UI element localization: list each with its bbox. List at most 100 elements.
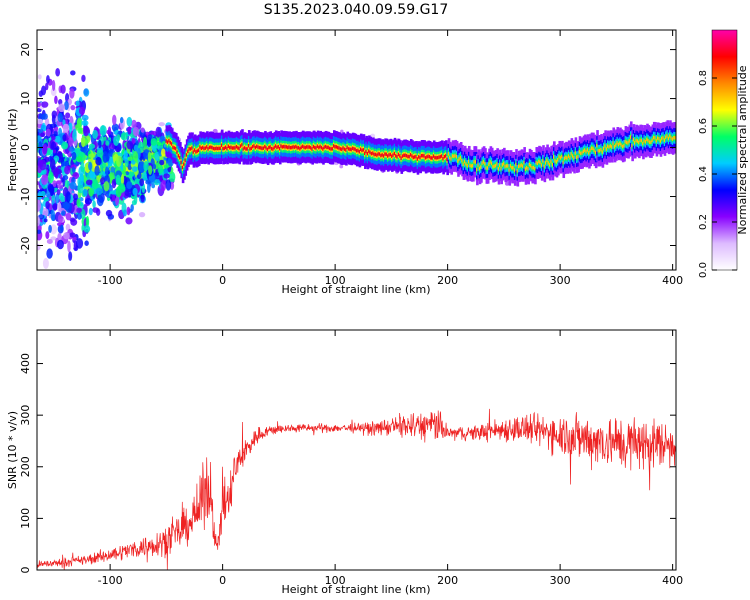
colorbar: 0.00.20.40.60.8 Normalized spectral ampl… <box>698 29 749 278</box>
spectrogram-cell <box>38 141 43 151</box>
spectrogram-cell <box>133 151 139 162</box>
spectrogram-cell <box>57 184 64 189</box>
spectrogram-cell <box>147 151 152 163</box>
spectrogram-cell <box>81 114 89 121</box>
spectrogram-cell <box>150 138 158 146</box>
spectrogram-cell <box>52 149 57 154</box>
spectrogram-cell <box>59 193 65 201</box>
spectrogram-cell <box>134 178 141 186</box>
spectrogram-cell <box>51 79 56 92</box>
snr-y-axis-label: SNR (10 * v/v) <box>6 411 19 489</box>
spectrogram-cell <box>142 136 147 149</box>
spectrogram-cell <box>88 207 93 216</box>
spectrogram-x-tick-label: 0 <box>219 274 226 287</box>
spectrogram-cell <box>138 211 146 218</box>
spectrogram-cell <box>120 173 125 185</box>
spectrogram-cell <box>41 101 49 108</box>
spectrogram-y-tick-label: -20 <box>19 237 32 255</box>
spectrogram-cell <box>69 232 76 238</box>
spectrogram-cell <box>112 194 116 202</box>
spectrogram-cell <box>83 88 90 97</box>
spectrogram-cell <box>119 117 124 124</box>
spectrogram-cell <box>120 132 128 141</box>
spectrogram-cell <box>65 223 71 231</box>
spectrogram-cell <box>37 229 42 235</box>
spectrogram-cell <box>54 95 58 105</box>
spectrogram-cell <box>68 122 73 134</box>
spectrogram-heat-layer <box>37 67 676 270</box>
spectrogram-cell <box>46 248 53 259</box>
spectrogram-cell <box>126 181 133 190</box>
spectrogram-cell <box>95 156 102 166</box>
spectrogram-cell <box>37 101 41 108</box>
spectrogram-cell <box>37 118 44 125</box>
spectrogram-cell <box>76 198 81 207</box>
spectrogram-cell <box>95 208 101 216</box>
spectrogram-cell <box>55 180 63 185</box>
spectrogram-cell <box>57 214 63 224</box>
spectrogram-cell <box>72 236 77 241</box>
spectrogram-cell <box>41 124 45 129</box>
spectrogram-cell <box>132 187 138 196</box>
spectrogram-cell <box>50 87 57 96</box>
spectrogram-cell <box>51 194 56 202</box>
spectrogram-cell <box>43 197 49 202</box>
spectrogram-cell <box>66 191 71 203</box>
spectrogram-cell <box>92 178 99 190</box>
spectrogram-cell <box>69 115 74 124</box>
spectrogram-cell <box>46 74 50 84</box>
spectrogram-cell <box>45 82 49 91</box>
spectrogram-cell <box>152 164 157 170</box>
spectrogram-cell <box>63 232 70 240</box>
spectrogram-cell <box>85 215 90 228</box>
spectrogram-cell <box>150 130 158 136</box>
spectrogram-cell <box>113 135 120 146</box>
spectrogram-cell <box>45 200 50 210</box>
spectrogram-cell <box>105 140 110 146</box>
snr-y-tick-label: 0 <box>19 567 32 574</box>
spectrogram-cell <box>163 164 170 169</box>
spectrogram-cell <box>83 225 91 233</box>
spectrogram-cell <box>158 122 165 127</box>
spectrogram-x-tick-label: 300 <box>550 274 571 287</box>
spectrogram-y-tick-label: 20 <box>19 43 32 57</box>
spectrogram-cell <box>127 171 135 177</box>
snr-x-axis-label: Height of straight line (km) <box>281 583 430 596</box>
spectrogram-cell <box>111 178 117 189</box>
spectrogram-cell <box>50 141 57 150</box>
spectrogram-cell <box>159 175 163 182</box>
spectrogram-y-tick-label: 0 <box>19 144 32 151</box>
spectrogram-cell <box>76 207 83 214</box>
spectrogram-cell <box>88 187 95 197</box>
spectrogram-cell <box>123 150 128 160</box>
spectrogram-y-tick-label: 10 <box>19 92 32 106</box>
spectrogram-cell <box>37 215 41 227</box>
spectrogram-cell <box>102 151 109 163</box>
spectrogram-cell <box>70 218 78 226</box>
spectrogram-cell <box>72 129 77 142</box>
colorbar-tick-label: 0.4 <box>698 166 709 182</box>
spectrogram-cell <box>109 155 114 167</box>
colorbar-tick-label: 0.2 <box>698 214 709 230</box>
spectrogram-cell <box>131 166 138 173</box>
snr-x-tick-label: 300 <box>550 574 571 587</box>
spectrogram-cell <box>54 167 59 179</box>
spectrogram-cell <box>68 137 74 147</box>
spectrogram-cell <box>38 128 44 134</box>
spectrogram-cell <box>112 114 117 126</box>
spectrogram-cell <box>95 187 103 196</box>
spectrogram-cell <box>124 189 130 197</box>
colorbar-label: Normalized spectral amplitude <box>736 65 749 234</box>
spectrogram-cell <box>76 118 82 129</box>
snr-y-tick-label: 400 <box>19 353 32 374</box>
spectrogram-cell <box>80 160 85 173</box>
colorbar-gradient <box>712 30 737 270</box>
spectrogram-cells <box>37 67 676 270</box>
chart-title: S135.2023.040.09.59.G17 <box>264 2 449 18</box>
spectrogram-cell <box>61 141 69 150</box>
spectrogram-cell <box>71 166 76 173</box>
spectrogram-x-tick-label: -100 <box>98 274 123 287</box>
spectrogram-cell <box>165 179 172 191</box>
spectrogram-cell <box>84 240 89 246</box>
